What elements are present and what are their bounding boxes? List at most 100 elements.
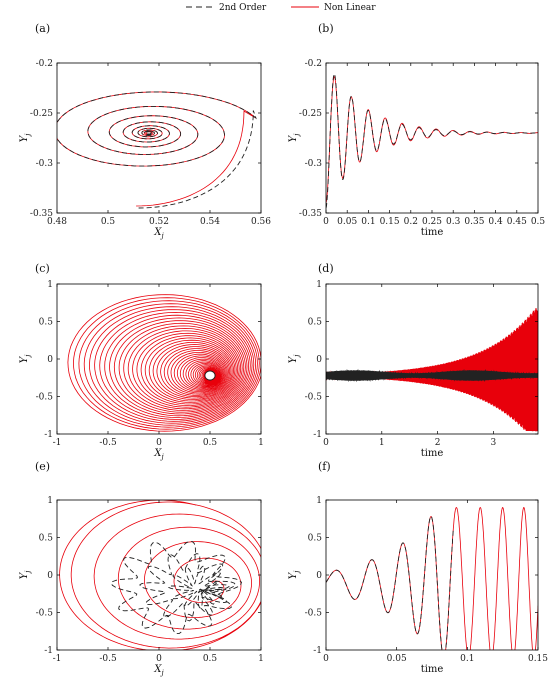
x-tick-label: 0 xyxy=(323,654,329,664)
x-tick-label: 0.35 xyxy=(464,217,484,227)
x-tick-label: 1 xyxy=(258,654,264,664)
series-2nd-order-line xyxy=(326,73,538,209)
y-tick-label: -0.25 xyxy=(299,109,322,119)
legend: 2nd Order Non Linear xyxy=(186,3,376,13)
x-tick-label: 0 xyxy=(323,217,329,227)
x-tick-label: 0.56 xyxy=(251,217,271,227)
x-tick-label: 0.05 xyxy=(337,217,357,227)
panel-e: (e) -1 -0.5 0 0.5 1 -1 -0.5 0 0.5 1 Xj Yj xyxy=(19,460,264,677)
series-2nd-order-line xyxy=(110,540,243,635)
y-tick-label: -1 xyxy=(313,646,322,656)
x-axis-label: Xj xyxy=(153,227,164,240)
y-tick-label: 1 xyxy=(47,496,53,506)
plot-frame xyxy=(325,499,539,651)
x-tick-label: 0.15 xyxy=(528,654,548,664)
y-axis-label: Yj xyxy=(288,354,301,364)
x-axis-label: Xj xyxy=(153,448,164,461)
x-tick-label: -0.5 xyxy=(99,438,117,448)
x-tick-label: 0.4 xyxy=(488,217,503,227)
panel-letter: (d) xyxy=(318,262,334,275)
legend-label-2nd-order: 2nd Order xyxy=(219,3,267,13)
x-tick-label: 0.2 xyxy=(404,217,418,227)
y-tick-label: 0 xyxy=(316,355,322,365)
series-2nd-order-line xyxy=(326,516,454,650)
x-tick-label: 0.05 xyxy=(387,654,407,664)
y-tick-label: -0.35 xyxy=(30,209,53,219)
y-axis-label-sub: j xyxy=(293,570,301,575)
x-tick-label: -0.5 xyxy=(99,654,117,664)
x-axis-label-sub: j xyxy=(159,453,164,461)
series-2nd-order-line xyxy=(57,91,257,209)
y-axis-label-sub: j xyxy=(24,354,32,359)
panel-c: (c) -1 -0.5 0 0.5 1 -1 -0.5 0 0.5 1 Xj Yj xyxy=(19,262,264,461)
y-tick-label: 0 xyxy=(316,571,322,581)
y-tick-label: -0.35 xyxy=(299,209,322,219)
y-tick-label: 0.5 xyxy=(308,318,323,328)
y-axis-label-sub: j xyxy=(293,354,301,359)
x-tick-label: 0.25 xyxy=(422,217,442,227)
y-axis-label: Yj xyxy=(19,570,32,580)
series-2nd-order-line xyxy=(326,368,538,383)
y-tick-label: 1 xyxy=(316,280,322,290)
x-axis-label: time xyxy=(421,227,444,238)
x-tick-label: 0.52 xyxy=(149,217,169,227)
x-tick-label: 0 xyxy=(156,438,162,448)
y-axis-label-sub: j xyxy=(24,133,32,138)
x-tick-label: 0 xyxy=(156,654,162,664)
x-axis-label: Xj xyxy=(153,664,164,677)
y-axis-label: Yj xyxy=(19,354,32,364)
y-axis-label: Yj xyxy=(19,133,32,143)
panel-letter: (a) xyxy=(35,22,50,35)
y-tick-label: -0.2 xyxy=(36,59,53,69)
series-non-linear-line xyxy=(57,91,257,207)
x-tick-label: 0 xyxy=(323,438,329,448)
panel-letter: (c) xyxy=(35,262,50,275)
x-tick-label: -1 xyxy=(53,438,62,448)
x-tick-label: -1 xyxy=(53,654,62,664)
y-axis-label: Yj xyxy=(288,570,301,580)
panel-a: (a) 0.48 0.5 0.52 0.54 0.56 -0.35 -0.3 -0.25 -0.2… xyxy=(19,22,271,240)
y-tick-label: 1 xyxy=(47,280,53,290)
y-tick-label: -1 xyxy=(44,646,53,656)
plot-frame xyxy=(325,62,539,214)
y-tick-label: -0.25 xyxy=(30,109,53,119)
panel-letter: (f) xyxy=(318,460,331,473)
y-tick-label: -1 xyxy=(44,430,53,440)
x-axis-label: time xyxy=(421,664,444,675)
y-tick-label: -0.3 xyxy=(305,159,323,169)
x-tick-label: 0.5 xyxy=(101,217,116,227)
y-tick-label: 1 xyxy=(316,496,322,506)
x-tick-label: 2 xyxy=(435,438,441,448)
x-tick-label: 0.54 xyxy=(200,217,220,227)
y-tick-label: -0.5 xyxy=(36,609,54,619)
x-tick-label: 1 xyxy=(258,438,264,448)
y-axis-label-sub: j xyxy=(24,570,32,575)
x-axis-label-sub: j xyxy=(159,232,164,240)
panel-d: (d) 0 1 2 3 -1 -0.5 0 0.5 1 time Yj xyxy=(288,262,539,459)
x-tick-label: 3 xyxy=(491,438,497,448)
panel-b: (b) 0 0.05 0.1 0.15 0.2 0.25 0.3 0.35 0.4 0.45 0.5 -… xyxy=(288,22,545,238)
y-tick-label: 0 xyxy=(47,355,53,365)
y-tick-label: 0.5 xyxy=(308,534,323,544)
y-tick-label: -0.5 xyxy=(305,609,323,619)
x-tick-label: 0.5 xyxy=(531,217,546,227)
x-tick-label: 1 xyxy=(379,438,385,448)
x-tick-label: 0.3 xyxy=(446,217,461,227)
panel-letter: (b) xyxy=(318,22,334,35)
y-tick-label: -0.2 xyxy=(305,59,322,69)
x-tick-label: 0.5 xyxy=(203,438,218,448)
series-non-linear-line xyxy=(326,76,538,204)
x-tick-label: 0.5 xyxy=(203,654,218,664)
x-axis-label-sub: j xyxy=(159,669,164,677)
panel-letter: (e) xyxy=(35,460,50,473)
x-tick-label: 0.1 xyxy=(460,654,474,664)
y-tick-label: 0.5 xyxy=(39,318,54,328)
series-non-linear-line xyxy=(67,294,261,432)
plot-frame xyxy=(56,62,262,214)
y-tick-label: -0.5 xyxy=(305,393,323,403)
x-tick-label: 0.45 xyxy=(507,217,527,227)
y-axis-label: Yj xyxy=(288,133,301,143)
y-axis-label-sub: j xyxy=(293,133,301,138)
panel-f: (f) 0 0.05 0.1 0.15 -1 -0.5 0 0.5 1 time Yj xyxy=(288,460,548,675)
x-tick-label: 0.1 xyxy=(361,217,375,227)
